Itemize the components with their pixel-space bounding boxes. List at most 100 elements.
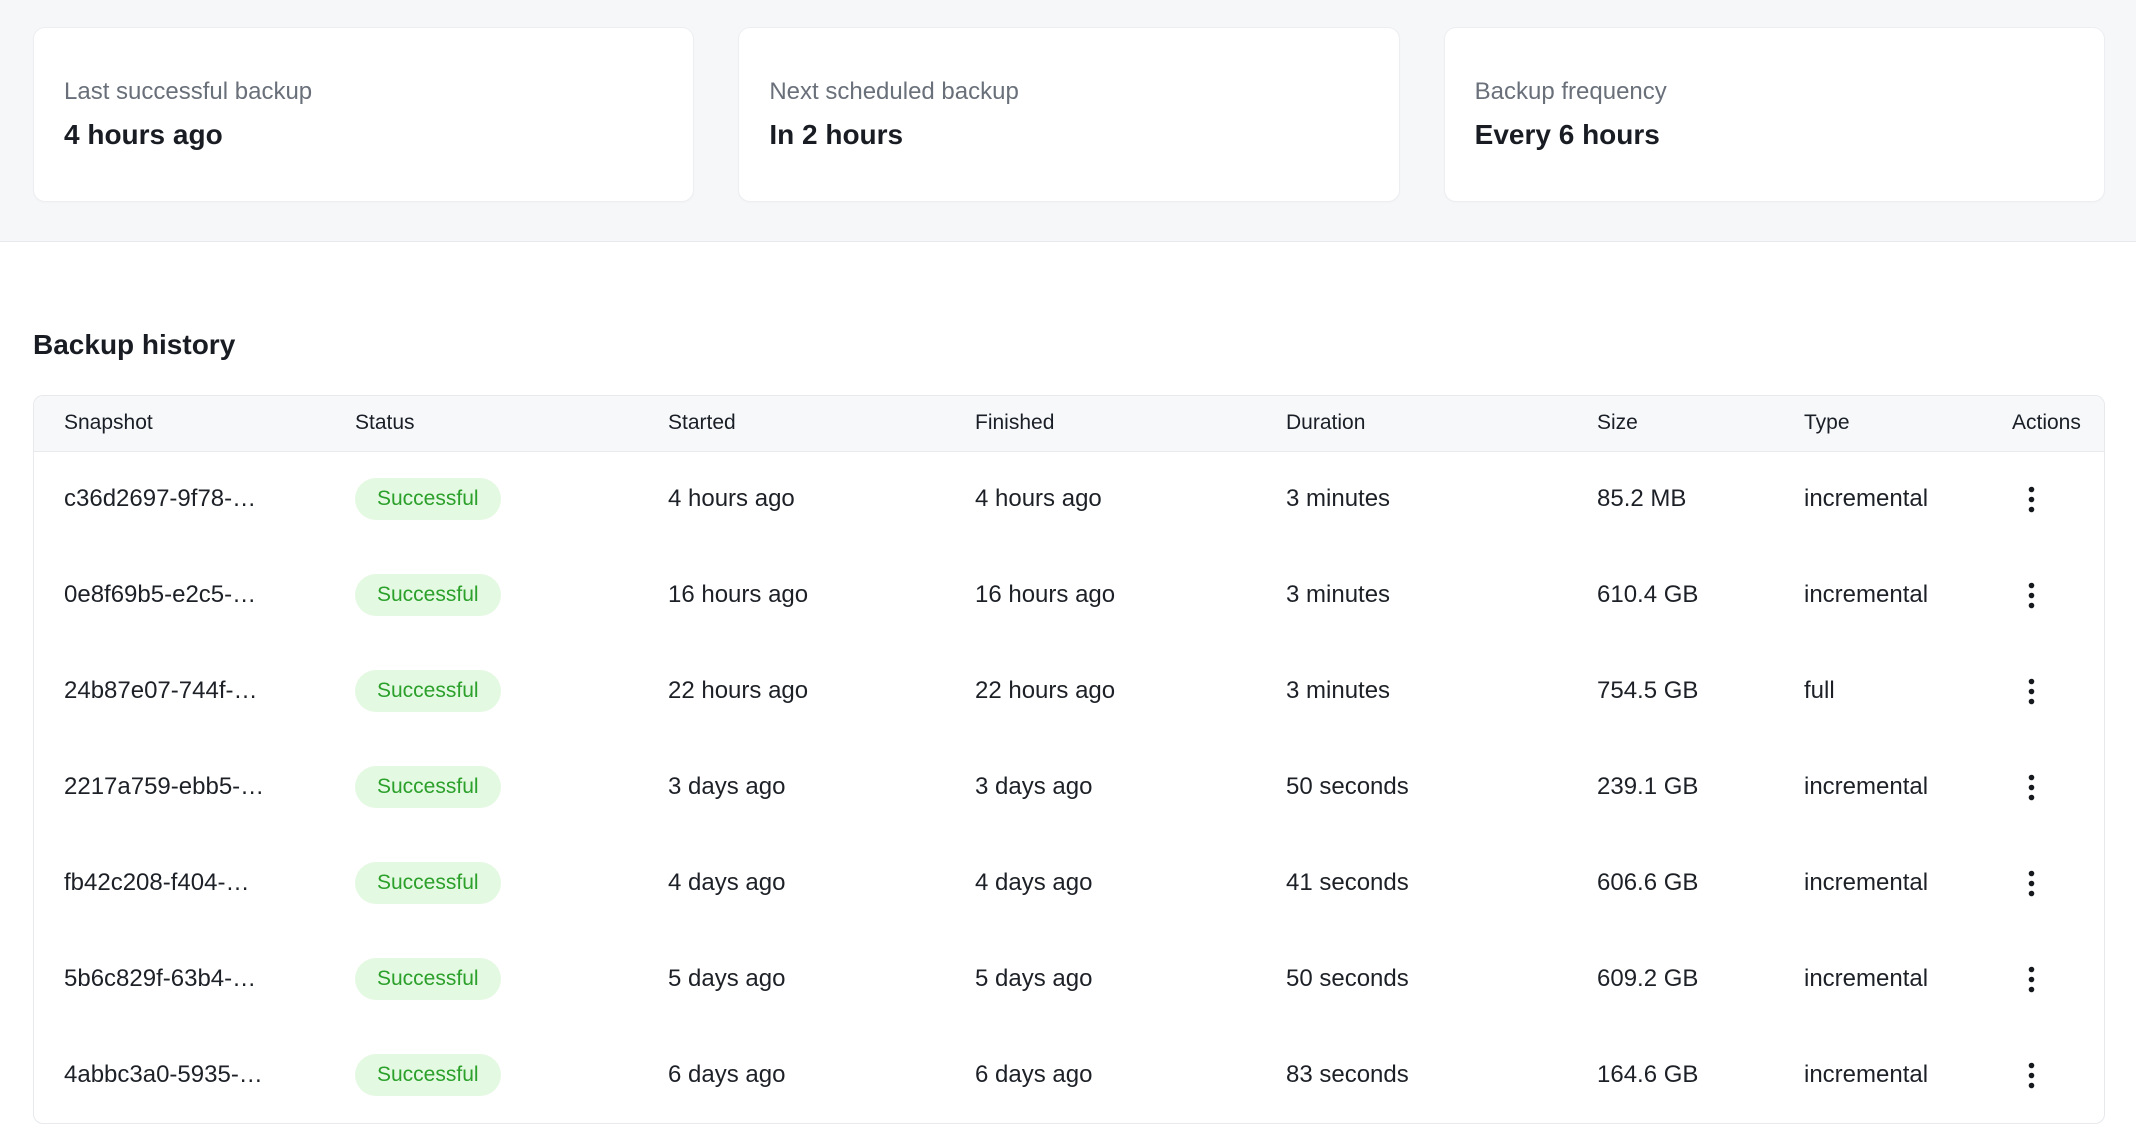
size-cell: 85.2 MB	[1597, 485, 1687, 513]
snapshot-id: 2217a759-ebb5-…	[64, 773, 265, 800]
status-cell: Successful	[325, 451, 638, 547]
actions-cell	[1982, 835, 2104, 931]
row-actions-button[interactable]	[2014, 670, 2049, 713]
status-cell: Successful	[325, 835, 638, 931]
card-label: Next scheduled backup	[769, 78, 1019, 105]
kebab-menu-icon	[2028, 486, 2035, 513]
actions-cell	[1982, 643, 2104, 739]
backup-history-table: Snapshot Status Started Finished Duratio…	[33, 395, 2105, 1124]
status-badge: Successful	[355, 574, 501, 616]
column-header-status: Status	[325, 396, 638, 452]
started-cell: 6 days ago	[668, 1061, 786, 1088]
page-title: Backup history	[33, 329, 236, 360]
type-cell: incremental	[1804, 485, 1929, 513]
snapshot-cell: c36d2697-9f78-…	[34, 451, 325, 547]
table-row: c36d2697-9f78-… Successful 4 hours ago 4…	[34, 451, 2104, 547]
table-row: 2217a759-ebb5-… Successful 3 days ago 3 …	[34, 739, 2104, 835]
size-cell: 239.1 GB	[1597, 773, 1699, 800]
column-header-duration: Duration	[1256, 396, 1567, 452]
status-badge: Successful	[355, 958, 501, 1000]
started-cell: 16 hours ago	[668, 581, 809, 608]
card-value: 4 hours ago	[64, 119, 223, 150]
column-header-finished: Finished	[945, 396, 1256, 452]
row-actions-button[interactable]	[2014, 478, 2049, 521]
actions-cell	[1982, 451, 2104, 547]
snapshot-cell: 24b87e07-744f-…	[34, 643, 325, 739]
card-next-scheduled-backup: Next scheduled backup In 2 hours	[738, 27, 1400, 202]
row-actions-button[interactable]	[2014, 1054, 2049, 1097]
row-actions-button[interactable]	[2014, 862, 2049, 905]
row-actions-button[interactable]	[2014, 766, 2049, 809]
duration-cell: 3 minutes	[1286, 581, 1391, 608]
type-cell: incremental	[1804, 869, 1929, 896]
duration-cell: 83 seconds	[1286, 1061, 1409, 1088]
started-cell: 4 days ago	[668, 869, 786, 896]
type-cell: full	[1804, 677, 1835, 704]
snapshot-id: 4abbc3a0-5935-…	[64, 1061, 263, 1088]
status-cell: Successful	[325, 739, 638, 835]
status-cell: Successful	[325, 1027, 638, 1123]
snapshot-id: 5b6c829f-63b4-…	[64, 965, 257, 992]
kebab-menu-icon	[2028, 1062, 2035, 1089]
actions-cell	[1982, 739, 2104, 835]
card-value: Every 6 hours	[1474, 119, 1660, 150]
row-actions-button[interactable]	[2014, 574, 2049, 617]
table-row: fb42c208-f404-… Successful 4 days ago 4 …	[34, 835, 2104, 931]
snapshot-id: fb42c208-f404-…	[64, 869, 250, 896]
status-badge: Successful	[355, 478, 501, 521]
finished-cell: 6 days ago	[975, 1061, 1093, 1088]
status-cell: Successful	[325, 931, 638, 1027]
table-header-row: Snapshot Status Started Finished Duratio…	[34, 396, 2104, 452]
snapshot-cell: 4abbc3a0-5935-…	[34, 1027, 325, 1123]
started-cell: 3 days ago	[668, 773, 786, 800]
table-row: 5b6c829f-63b4-… Successful 5 days ago 5 …	[34, 931, 2104, 1027]
snapshot-id: c36d2697-9f78-…	[64, 485, 257, 513]
column-header-actions: Actions	[1982, 396, 2104, 452]
duration-cell: 41 seconds	[1286, 869, 1409, 896]
size-cell: 164.6 GB	[1597, 1061, 1699, 1088]
status-badge: Successful	[355, 1054, 501, 1096]
actions-cell	[1982, 547, 2104, 643]
kebab-menu-icon	[2028, 774, 2035, 801]
status-badge: Successful	[355, 766, 501, 808]
finished-cell: 4 hours ago	[975, 485, 1102, 513]
card-last-successful-backup: Last successful backup 4 hours ago	[33, 27, 695, 202]
snapshot-cell: 2217a759-ebb5-…	[34, 739, 325, 835]
started-cell: 22 hours ago	[668, 677, 809, 704]
column-header-snapshot: Snapshot	[34, 396, 325, 452]
card-backup-frequency: Backup frequency Every 6 hours	[1443, 27, 2105, 202]
column-header-type: Type	[1774, 396, 1982, 452]
card-value: In 2 hours	[769, 119, 904, 150]
duration-cell: 3 minutes	[1286, 485, 1391, 513]
summary-section: Last successful backup 4 hours ago Next …	[0, 0, 2136, 242]
size-cell: 609.2 GB	[1597, 965, 1699, 992]
finished-cell: 22 hours ago	[975, 677, 1116, 704]
type-cell: incremental	[1804, 965, 1929, 992]
finished-cell: 4 days ago	[975, 869, 1093, 896]
started-cell: 5 days ago	[668, 965, 786, 992]
kebab-menu-icon	[2028, 966, 2035, 993]
table-row: 24b87e07-744f-… Successful 22 hours ago …	[34, 643, 2104, 739]
snapshot-cell: fb42c208-f404-…	[34, 835, 325, 931]
column-header-started: Started	[638, 396, 945, 452]
size-cell: 754.5 GB	[1597, 677, 1699, 704]
finished-cell: 3 days ago	[975, 773, 1093, 800]
size-cell: 610.4 GB	[1597, 581, 1699, 608]
snapshot-cell: 5b6c829f-63b4-…	[34, 931, 325, 1027]
card-label: Last successful backup	[64, 78, 313, 105]
main-area: Backup history Snapshot Status Started F…	[0, 328, 2136, 1124]
started-cell: 4 hours ago	[668, 485, 795, 513]
type-cell: incremental	[1804, 1061, 1929, 1088]
actions-cell	[1982, 1027, 2104, 1123]
kebab-menu-icon	[2028, 870, 2035, 897]
duration-cell: 50 seconds	[1286, 773, 1409, 800]
status-badge: Successful	[355, 670, 501, 712]
status-cell: Successful	[325, 643, 638, 739]
status-badge: Successful	[355, 862, 501, 904]
row-actions-button[interactable]	[2014, 958, 2049, 1001]
duration-cell: 3 minutes	[1286, 677, 1391, 704]
column-header-size: Size	[1567, 396, 1774, 452]
snapshot-id: 0e8f69b5-e2c5-…	[64, 581, 257, 608]
type-cell: incremental	[1804, 773, 1929, 800]
actions-cell	[1982, 931, 2104, 1027]
